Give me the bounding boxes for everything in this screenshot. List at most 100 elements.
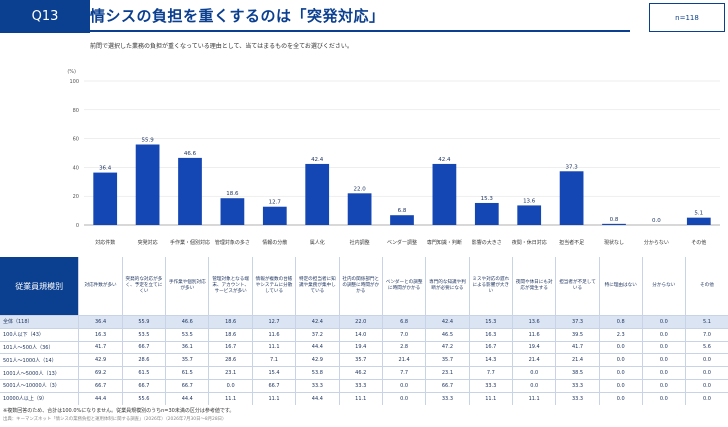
table-cell: 7.0: [684, 327, 728, 342]
table-cell: 5.1: [684, 315, 728, 329]
table-cell: 61.5: [165, 366, 209, 380]
table-cell: 53.5: [165, 327, 209, 342]
table-cell: 0.0: [641, 340, 686, 354]
table-cell: 0.0: [684, 353, 728, 367]
table-cell: 33.3: [555, 391, 600, 405]
table-cell: 0.0: [641, 315, 686, 329]
table-cell: 69.2: [78, 366, 123, 380]
bar: [390, 215, 414, 225]
table-cell: 66.7: [251, 378, 296, 393]
column-header: 分からない: [641, 257, 686, 316]
table-cell: 14.3: [468, 353, 513, 367]
bar: [602, 223, 626, 225]
x-tick-label: 分からない: [644, 239, 669, 246]
footnote: ※複数回答のため、合計は100.0%になりません。従業員規模別のうちn=30未満…: [3, 408, 235, 414]
data-label: 36.4: [99, 166, 112, 172]
x-tick-label: 現状なし: [604, 239, 624, 246]
table-cell: 6.8: [381, 315, 426, 329]
x-tick-label: 夜間・休日対応: [512, 239, 547, 246]
data-label: 15.3: [481, 196, 494, 202]
table-cell: 33.3: [295, 378, 340, 393]
table-cell: 47.2: [425, 340, 470, 354]
bar: [178, 157, 202, 225]
row-label: 100人以下（43）: [0, 327, 79, 342]
bar: [93, 172, 118, 225]
table-cell: 66.7: [165, 378, 209, 393]
table-cell: 0.0: [381, 378, 426, 393]
table-cell: 11.6: [251, 327, 296, 342]
table-cell: 66.7: [78, 378, 123, 393]
row-label: 1001人～5000人（13）: [0, 366, 79, 380]
table-cell: 66.7: [121, 340, 166, 354]
table-cell: 0.0: [641, 353, 686, 367]
table-cell: 2.8: [381, 340, 426, 354]
data-label: 0.8: [610, 217, 619, 223]
data-label: 13.6: [523, 198, 536, 204]
table-cell: 13.6: [511, 315, 556, 329]
table-cell: 46.5: [425, 327, 470, 342]
x-tick-label: 管理対象の多さ: [215, 239, 250, 246]
y-tick-label: 0: [76, 223, 79, 229]
table-cell: 0.0: [641, 378, 686, 393]
bar: [474, 202, 499, 225]
bar: [220, 198, 245, 225]
row-label: 10000人以上（9）: [0, 391, 79, 405]
column-header: その他: [684, 257, 728, 316]
row-label: 501人～1000人（14）: [0, 353, 79, 367]
table-cell: 11.1: [251, 340, 296, 354]
table-cell: 11.1: [511, 391, 556, 405]
x-tick-label: 手作業・個別対応: [170, 239, 210, 246]
table-cell: 33.3: [338, 378, 383, 393]
table-cell: 36.4: [78, 315, 123, 329]
data-label: 46.6: [184, 151, 197, 157]
table-cell: 7.7: [381, 366, 426, 380]
bar-chart: (%) 0 20 40 60 80 100 36.4 対応件数 55.9 突発対応 46.6 手作業・個…: [67, 69, 720, 246]
table-cell: 33.3: [425, 391, 470, 405]
table-cell: 36.1: [165, 340, 209, 354]
bar: [686, 217, 711, 225]
table-cell: 41.7: [78, 340, 123, 354]
table-cell: 66.7: [121, 378, 166, 393]
table-cell: 28.6: [208, 353, 253, 367]
bar: [347, 193, 372, 225]
table-row: 10000人以上（9） 44.4 55.6 44.4 11.1 11.1 44.4 11.1 0…: [0, 391, 728, 405]
data-label: 5.1: [694, 211, 703, 217]
table-row: 501人～1000人（14） 42.9 28.6 35.7 28.6 7.1 42.9 35.…: [0, 353, 728, 367]
table-cell: 0.0: [641, 366, 686, 380]
table-cell: 42.4: [425, 315, 470, 329]
data-label: 55.9: [141, 138, 154, 144]
table-cell: 0.0: [598, 353, 643, 367]
page-title: 情シスの負担を重くするのは「突発対応」: [90, 7, 385, 25]
x-tick-label: 属人化: [310, 239, 325, 246]
table-cell: 44.4: [295, 391, 340, 405]
table-cell: 0.0: [684, 366, 728, 380]
table-cell: 7.7: [468, 366, 513, 380]
x-tick-label: 影響の大きさ: [472, 239, 502, 246]
table-cell: 5.6: [684, 340, 728, 354]
table-cell: 41.7: [555, 340, 600, 354]
table-row: 100人以下（43） 16.3 53.5 53.5 18.6 11.6 37.2 14.0 7.…: [0, 327, 728, 342]
table-cell: 53.5: [121, 327, 166, 342]
row-label: 101人～500人（36）: [0, 340, 79, 354]
table-cell: 21.4: [511, 353, 556, 367]
column-header: 対応件数が多い: [78, 257, 123, 316]
table-cell: 11.1: [468, 391, 513, 405]
column-header: 専門的な知識や判断が必要になる: [425, 257, 470, 316]
table-cell: 46.6: [165, 315, 209, 329]
table-cell: 44.4: [165, 391, 209, 405]
x-tick-label: 担当者不足: [559, 239, 584, 246]
bar: [559, 171, 584, 225]
segment-header: 従業員規模別: [0, 257, 79, 316]
column-header: 特に理由はない: [598, 257, 643, 316]
table-cell: 37.3: [555, 315, 600, 329]
table-cell: 39.5: [555, 327, 600, 342]
column-header: 手作業や個別対応が多い: [165, 257, 209, 316]
row-label: 全体（118）: [0, 315, 79, 329]
table-cell: 0.0: [641, 327, 686, 342]
table-cell: 0.0: [381, 391, 426, 405]
table-cell: 42.9: [78, 353, 123, 367]
table-cell: 33.3: [468, 378, 513, 393]
table-cell: 0.0: [511, 378, 556, 393]
y-tick-label: 100: [69, 79, 79, 85]
data-label: 18.6: [226, 191, 239, 197]
